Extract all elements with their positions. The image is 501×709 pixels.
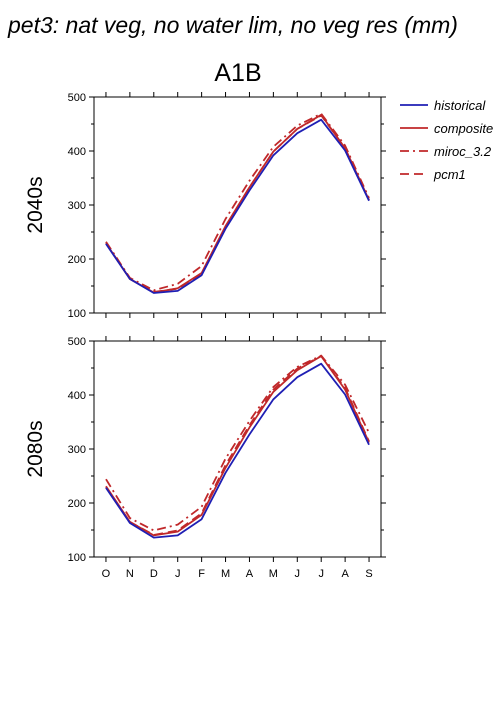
x-tick-label: J bbox=[318, 568, 324, 580]
y-tick-label: 300 bbox=[68, 200, 86, 212]
legend-label: historical bbox=[434, 98, 486, 113]
y-tick-label: 400 bbox=[68, 146, 86, 158]
legend-label: pcm1 bbox=[433, 167, 466, 182]
series-line-historical bbox=[105, 362, 370, 539]
panel-2080s: 2080s 100 200 300 400 500 O N D J F M A M J J A S bbox=[24, 336, 386, 580]
series-line-miroc-3-2 bbox=[105, 354, 370, 532]
legend-item: historical bbox=[400, 98, 486, 113]
panel-ylabel-2080s: 2080s bbox=[24, 420, 47, 477]
legend-item: pcm1 bbox=[400, 167, 466, 182]
x-tick-label: J bbox=[175, 568, 181, 580]
x-tick-label: M bbox=[269, 568, 278, 580]
legend-label: composite bbox=[434, 121, 493, 136]
series-line-pcm1 bbox=[105, 114, 370, 293]
x-tick-label: O bbox=[102, 568, 111, 580]
x-tick-label: J bbox=[295, 568, 301, 580]
x-tick-label: F bbox=[198, 568, 205, 580]
y-tick-label: 100 bbox=[68, 308, 86, 320]
legend-item: composite bbox=[400, 121, 493, 136]
series-line-pcm1 bbox=[105, 355, 370, 536]
x-tick-label: S bbox=[365, 568, 372, 580]
y-tick-label: 500 bbox=[68, 336, 86, 348]
x-tick-label: N bbox=[126, 568, 134, 580]
series-line-composite bbox=[105, 113, 370, 294]
series-line-historical bbox=[105, 118, 370, 294]
series-line-miroc-3-2 bbox=[105, 112, 370, 292]
legend: historical composite miroc_3.2 pcm1 bbox=[400, 98, 493, 182]
x-tick-label: M bbox=[221, 568, 230, 580]
y-tick-label: 100 bbox=[68, 552, 86, 564]
y-tick-label: 500 bbox=[68, 92, 86, 104]
panel-ylabel-2040s: 2040s bbox=[24, 176, 47, 233]
y-tick-label: 200 bbox=[68, 498, 86, 510]
series-line-composite bbox=[105, 355, 370, 537]
x-tick-label: D bbox=[150, 568, 158, 580]
x-tick-label: A bbox=[341, 568, 349, 580]
legend-label: miroc_3.2 bbox=[434, 144, 492, 159]
legend-item: miroc_3.2 bbox=[400, 144, 492, 159]
y-tick-label: 200 bbox=[68, 254, 86, 266]
figure-title: pet3: nat veg, no water lim, no veg res … bbox=[7, 12, 458, 38]
panel-2040s: 2040s 100 200 300 400 500 bbox=[24, 92, 386, 320]
scenario-title: A1B bbox=[214, 59, 261, 87]
x-tick-label: A bbox=[246, 568, 254, 580]
y-tick-label: 300 bbox=[68, 444, 86, 456]
y-tick-label: 400 bbox=[68, 390, 86, 402]
